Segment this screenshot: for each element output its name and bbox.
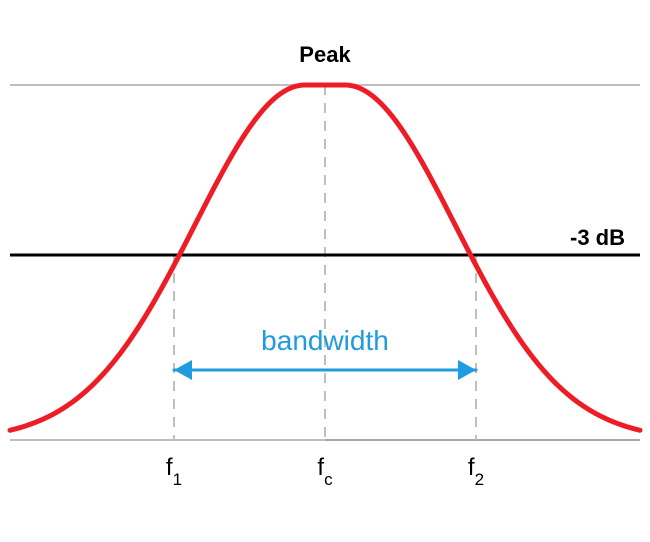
bandwidth-label: bandwidth (261, 325, 389, 356)
f1-label: f1 (166, 454, 182, 489)
fc-label: fc (317, 454, 333, 489)
diagram-svg: Peak -3 dB bandwidth f1 fc f2 (0, 0, 650, 542)
f2-label: f2 (468, 454, 484, 489)
neg3db-label: -3 dB (570, 225, 625, 250)
bandwidth-diagram: Peak -3 dB bandwidth f1 fc f2 (0, 0, 650, 542)
peak-label: Peak (299, 42, 351, 67)
